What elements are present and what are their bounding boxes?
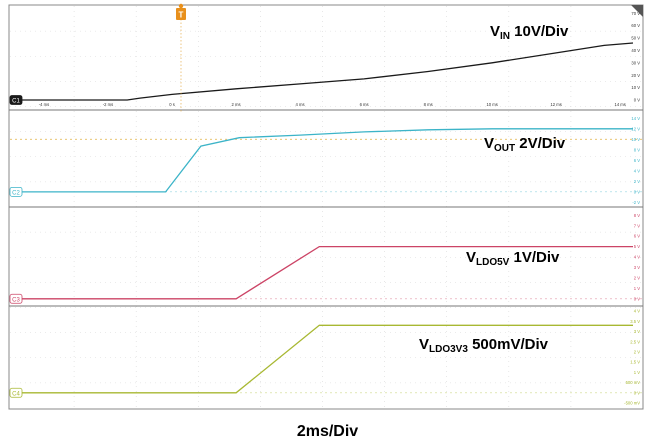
- y-tick-label: 8 V: [634, 147, 640, 152]
- y-tick-label: 4 V: [634, 309, 640, 314]
- channel-panel: C2 14 V 12 V 10 V 8 V 6 V 4 V 2 V 0 V -2 V VOUT 2V…: [9, 116, 642, 205]
- label-scale: 500mV/Div: [468, 336, 549, 353]
- y-tick-label: -2 V: [632, 200, 640, 205]
- y-tick-label: 1.5 V: [630, 360, 640, 365]
- y-tick-label: 14 V: [631, 116, 640, 121]
- label-main: V: [484, 135, 494, 152]
- channel-tag-label: C1: [12, 99, 20, 105]
- trigger-marker: T: [176, 3, 186, 112]
- corner-tab: [631, 5, 643, 17]
- y-tick-label: 2 V: [634, 275, 640, 280]
- y-tick-label: 0 V: [634, 296, 640, 301]
- channel-panel: C4 4 V 3.5 V 3 V 2.5 V 2 V 1.5 V 1 V 500 mV 0 V -5…: [9, 309, 642, 406]
- timebase-label: 2ms/Div: [296, 423, 359, 440]
- x-tick-label: 10 ms: [486, 102, 497, 107]
- oscilloscope-screen: C1 70 V 60 V 50 V 40 V 30 V 20 V 10 V 0 V -4 ms -2…: [8, 3, 644, 410]
- y-tick-label: 8 V: [634, 213, 640, 218]
- trigger-dot: [178, 3, 184, 9]
- y-tick-label: 0 V: [634, 390, 640, 395]
- waveform-trace: [12, 245, 633, 300]
- channel-scale-label: VOUT 2V/Div: [484, 135, 566, 154]
- x-tick-label: -2 ms: [103, 102, 113, 107]
- x-tick-label: 6 ms: [360, 102, 369, 107]
- label-scale: 1V/Div: [509, 249, 560, 266]
- x-tick-label: 12 ms: [550, 102, 561, 107]
- y-tick-label: 50 V: [631, 36, 640, 41]
- corner-tab-icon: [631, 5, 643, 17]
- y-tick-label: 2.5 V: [630, 339, 640, 344]
- y-tick-label: 20 V: [631, 73, 640, 78]
- y-tick-label: 3.5 V: [630, 319, 640, 324]
- y-tick-label: 2 V: [634, 350, 640, 355]
- y-tick-label: 40 V: [631, 48, 640, 53]
- label-scale: 2V/Div: [515, 135, 566, 152]
- y-tick-label: 60 V: [631, 23, 640, 28]
- y-tick-label: 10 V: [631, 137, 640, 142]
- x-tick-label: 2 ms: [232, 102, 241, 107]
- y-tick-label: 1 V: [634, 286, 640, 291]
- y-tick-label: 7 V: [634, 223, 640, 228]
- channel-scale-label: VIN 10V/Div: [490, 23, 569, 42]
- y-tick-label: 5 V: [634, 244, 640, 249]
- waveform-trace: [12, 42, 634, 101]
- y-tick-label: 4 V: [634, 255, 640, 260]
- y-tick-label: 30 V: [631, 60, 640, 65]
- graticule: [9, 6, 643, 408]
- label-main: V: [490, 23, 500, 40]
- y-tick-label: 3 V: [634, 329, 640, 334]
- y-tick-label: 6 V: [634, 158, 640, 163]
- y-tick-label: 500 mV: [626, 380, 641, 385]
- channel-tag-label: C4: [12, 391, 20, 397]
- label-subscript: OUT: [494, 143, 515, 154]
- x-tick-label: -4 ms: [39, 102, 49, 107]
- x-tick-label: 8 ms: [424, 102, 433, 107]
- label-scale: 10V/Div: [510, 23, 569, 40]
- y-tick-label: 12 V: [631, 126, 640, 131]
- waveform-trace: [12, 324, 633, 394]
- y-tick-label: 10 V: [631, 85, 640, 90]
- y-tick-label: -500 mV: [624, 401, 640, 406]
- label-subscript: IN: [500, 31, 510, 42]
- channel-scale-label: VLDO5V 1V/Div: [466, 249, 560, 268]
- y-tick-label: 3 V: [634, 265, 640, 270]
- trigger-flag: [176, 8, 186, 20]
- y-tick-label: 0 V: [634, 98, 640, 103]
- trigger-label: T: [179, 11, 184, 20]
- y-tick-label: 0 V: [634, 189, 640, 194]
- waveform-trace: [12, 128, 633, 193]
- y-tick-label: 2 V: [634, 179, 640, 184]
- channel-tag[interactable]: [9, 95, 23, 105]
- channel-scale-label: VLDO3V3 500mV/Div: [419, 336, 549, 355]
- channel-tag[interactable]: [9, 186, 23, 197]
- channel-panels: C1 70 V 60 V 50 V 40 V 30 V 20 V 10 V 0 V -4 ms -2…: [9, 11, 642, 406]
- channel-tag[interactable]: [9, 387, 23, 398]
- label-main: V: [419, 336, 429, 353]
- x-tick-label: 4 ms: [296, 102, 305, 107]
- x-tick-label: 14 ms: [614, 102, 625, 107]
- y-tick-label: 6 V: [634, 234, 640, 239]
- channel-tag-label: C2: [12, 190, 20, 196]
- x-tick-label: 0 s: [169, 102, 175, 107]
- channel-panel: C3 8 V 7 V 6 V 5 V 4 V 3 V 2 V 1 V 0 V VLDO5V 1V/D…: [9, 213, 642, 304]
- channel-tag-label: C3: [12, 297, 20, 303]
- y-tick-label: 1 V: [634, 370, 640, 375]
- y-tick-label: 70 V: [631, 11, 640, 16]
- channel-tag[interactable]: [9, 293, 23, 304]
- label-subscript: LDO3V3: [429, 344, 468, 355]
- label-main: V: [466, 249, 476, 266]
- label-subscript: LDO5V: [476, 257, 510, 268]
- y-tick-label: 4 V: [634, 168, 640, 173]
- channel-panel: C1 70 V 60 V 50 V 40 V 30 V 20 V 10 V 0 V -4 ms -2…: [9, 11, 640, 107]
